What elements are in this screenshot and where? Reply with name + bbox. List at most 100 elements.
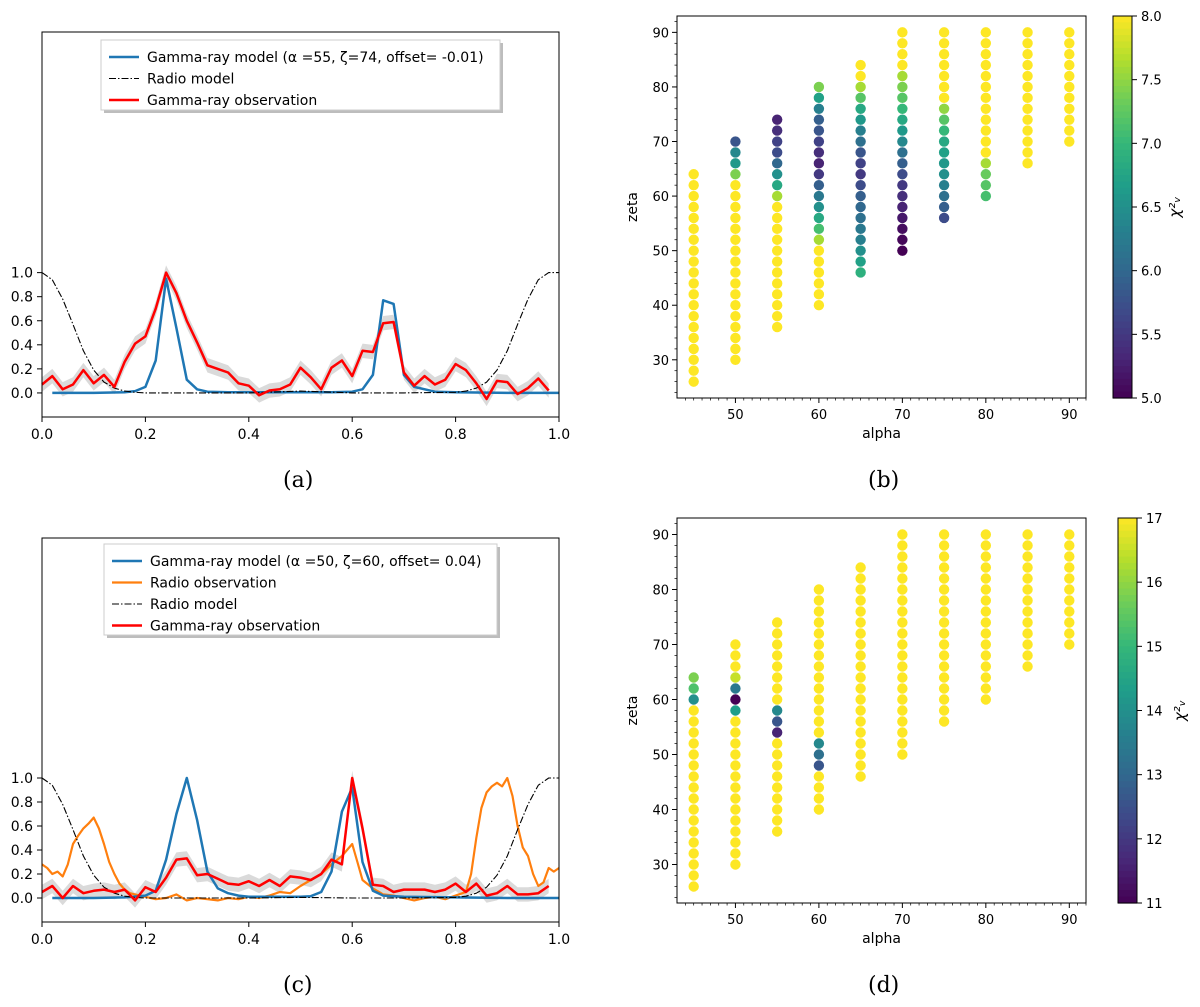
scatter-point (771, 125, 783, 136)
scatter-point (938, 201, 950, 213)
x-tick-label: 1.0 (548, 932, 570, 948)
scatter-point (1064, 573, 1075, 584)
scatter-point (855, 672, 866, 683)
scatter-point (855, 650, 866, 661)
y-tick-label: 0.4 (11, 843, 33, 859)
scatter-point (1022, 606, 1033, 617)
scatter-point (897, 212, 908, 224)
scatter-point (688, 332, 699, 344)
colorbar-segment (1113, 54, 1132, 62)
scatter-point (813, 256, 825, 267)
scatter-point (855, 661, 866, 672)
colorbar-segment (1113, 79, 1132, 87)
scatter-point (813, 234, 825, 245)
scatter-point (855, 201, 866, 213)
scatter-point (1022, 628, 1033, 639)
chart-d: 50 60 70 80 9030405060708090alphazeta1112131… (625, 512, 1189, 947)
scatter-point (730, 300, 741, 311)
scatter-point (980, 628, 992, 639)
scatter-point (771, 114, 783, 125)
scatter-point (1064, 595, 1075, 606)
scatter-point (855, 694, 866, 705)
colorbar-segment (1118, 672, 1137, 680)
scatter-point (1022, 103, 1033, 114)
scatter-point (938, 529, 950, 540)
colorbar-segment (1113, 73, 1132, 81)
scatter-point (1064, 617, 1075, 628)
scatter-point (1064, 114, 1075, 125)
colorbar-segment (1113, 181, 1132, 189)
scatter-point (730, 859, 741, 870)
scatter-point (980, 683, 992, 694)
axes-frame (41, 31, 560, 418)
y-tick-label: 80 (652, 81, 669, 96)
scatter-point (897, 562, 908, 573)
scatter-point (813, 694, 825, 705)
x-tick-label: 80 (978, 408, 995, 423)
legend-label: Gamma-ray observation (147, 93, 317, 109)
scatter-point (980, 617, 992, 628)
scatter-point (730, 245, 741, 256)
scatter-point (813, 617, 825, 628)
scatter-point (813, 278, 825, 289)
colorbar-segment (1113, 334, 1132, 342)
scatter-point (688, 300, 699, 311)
scatter-point (980, 661, 992, 672)
scatter-point (980, 179, 992, 191)
colorbar-tick-label: 13 (1146, 769, 1163, 784)
x-tick-label: 90 (1061, 408, 1078, 423)
colorbar-segment (1113, 385, 1132, 393)
scatter-point (771, 683, 783, 694)
scatter-point (938, 628, 950, 639)
colorbar-segment (1118, 627, 1137, 635)
colorbar-tick-label: 5.5 (1141, 328, 1162, 343)
colorbar-segment (1113, 143, 1132, 151)
scatter-point (855, 683, 866, 694)
scatter-point (771, 300, 783, 311)
scatter-point (730, 136, 741, 147)
scatter-point (730, 310, 741, 322)
scatter-point (897, 716, 908, 727)
scatter-point (1022, 551, 1033, 562)
caption-d: (d) (868, 973, 900, 998)
scatter-point (980, 540, 992, 551)
y-tick-label: 1.0 (11, 771, 33, 787)
scatter-point (1022, 136, 1033, 147)
scatter-point (730, 716, 741, 727)
colorbar-tick-label: 6.0 (1141, 265, 1162, 280)
scatter-point (855, 267, 866, 278)
colorbar-tick-label: 6.5 (1141, 201, 1162, 216)
scatter-point (813, 245, 825, 256)
scatter-point (1022, 562, 1033, 573)
scatter-point (938, 169, 950, 180)
colorbar-segment (1118, 858, 1137, 866)
scatter-point (897, 147, 908, 158)
scatter-point (897, 738, 908, 749)
scatter-point (897, 606, 908, 617)
scatter-point (730, 705, 741, 716)
colorbar-segment (1113, 162, 1132, 170)
scatter-point (938, 179, 950, 191)
colorbar-segment (1118, 813, 1137, 821)
scatter-point (980, 650, 992, 661)
scatter-point (1064, 125, 1075, 136)
scatter-point (980, 70, 992, 82)
colorbar-segment (1118, 582, 1137, 590)
colorbar-segment (1113, 372, 1132, 380)
colorbar-segment (1118, 749, 1137, 757)
colorbar: 5.0 5.5 6.0 6.5 7.0 7.5 8.0 χ²ᵥ (1112, 10, 1184, 407)
scatter-point (855, 245, 866, 256)
scatter-point (730, 826, 741, 837)
colorbar-segment (1118, 633, 1137, 641)
scatter-point (730, 354, 741, 365)
scatter-point (730, 661, 741, 672)
scatter-point (771, 212, 783, 224)
axes-frame (41, 537, 560, 923)
scatter-point (1064, 529, 1075, 540)
scatter-point (813, 223, 825, 235)
scatter-point (980, 49, 992, 60)
x-tick-label: 0.2 (134, 427, 156, 443)
colorbar-segment (1113, 175, 1132, 183)
scatter-point (1064, 103, 1075, 114)
x-tick-label: 80 (978, 913, 995, 928)
